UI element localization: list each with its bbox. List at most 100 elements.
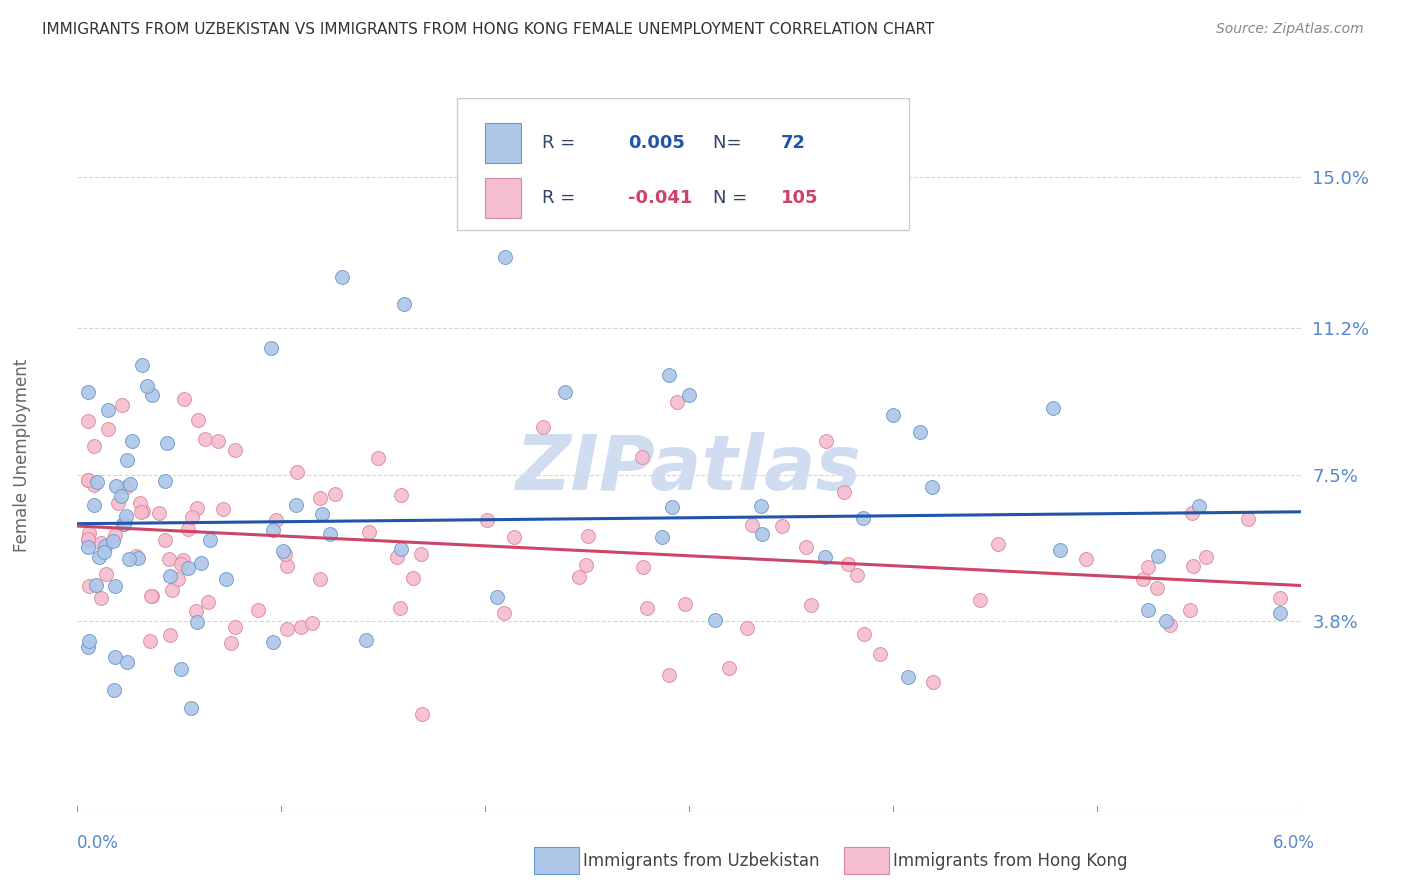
Point <box>194 433 217 447</box>
Point <box>311 507 333 521</box>
Point <box>357 524 380 539</box>
Point <box>111 516 134 531</box>
Point <box>285 465 308 479</box>
Point <box>162 583 184 598</box>
Point <box>276 558 298 573</box>
Point <box>156 436 179 450</box>
Point <box>155 533 177 547</box>
Point <box>402 571 425 585</box>
Point <box>84 578 107 592</box>
Point <box>1049 543 1071 558</box>
Point <box>197 595 219 609</box>
Point <box>170 662 193 676</box>
Point <box>751 526 773 541</box>
Point <box>211 501 233 516</box>
Point <box>301 615 323 630</box>
Point <box>224 442 246 457</box>
Point <box>332 269 354 284</box>
Point <box>897 670 920 684</box>
Point <box>703 613 725 627</box>
Point <box>77 525 100 540</box>
Point <box>922 675 945 690</box>
Point <box>908 425 931 439</box>
Point <box>290 620 312 634</box>
Point <box>658 368 681 382</box>
Point <box>987 537 1010 551</box>
Point <box>87 549 110 564</box>
Point <box>392 297 415 311</box>
Point <box>1137 602 1160 616</box>
Point <box>837 558 859 572</box>
Point <box>274 547 297 561</box>
Point <box>176 561 198 575</box>
Point <box>115 452 138 467</box>
Point <box>128 496 150 510</box>
Point <box>135 379 157 393</box>
Point <box>494 606 516 620</box>
Point <box>576 529 599 543</box>
Point <box>90 536 112 550</box>
Point <box>323 486 346 500</box>
Point <box>105 479 128 493</box>
Point <box>76 473 98 487</box>
Point <box>411 707 433 722</box>
Point <box>107 496 129 510</box>
Point <box>184 604 207 618</box>
Point <box>129 505 152 519</box>
Point <box>319 527 342 541</box>
Point <box>882 409 904 423</box>
Point <box>77 579 100 593</box>
Point <box>190 556 212 570</box>
Point <box>262 523 284 537</box>
Point <box>411 547 433 561</box>
Point <box>1076 551 1098 566</box>
Point <box>215 572 238 586</box>
Point <box>104 650 127 665</box>
Point <box>276 622 298 636</box>
Text: Source: ZipAtlas.com: Source: ZipAtlas.com <box>1216 22 1364 37</box>
Point <box>90 591 112 605</box>
Point <box>651 530 673 544</box>
Point <box>125 549 148 563</box>
Point <box>96 566 118 581</box>
Point <box>141 388 163 402</box>
Point <box>76 414 98 428</box>
Point <box>148 506 170 520</box>
Point <box>475 513 498 527</box>
Point <box>173 392 195 406</box>
Point <box>207 434 229 448</box>
Point <box>678 388 700 402</box>
Point <box>83 498 105 512</box>
Point <box>97 403 120 417</box>
Text: Female Unemployment: Female Unemployment <box>13 359 31 551</box>
Point <box>921 479 943 493</box>
Point <box>815 434 838 448</box>
Point <box>845 567 868 582</box>
Point <box>247 603 270 617</box>
Point <box>118 552 141 566</box>
Point <box>1146 581 1168 595</box>
Point <box>104 579 127 593</box>
Point <box>770 518 793 533</box>
Text: 0.005: 0.005 <box>628 134 685 152</box>
Point <box>814 549 837 564</box>
FancyBboxPatch shape <box>485 178 522 218</box>
Point <box>852 627 875 641</box>
Point <box>219 636 242 650</box>
Text: -0.041: -0.041 <box>628 189 692 207</box>
FancyBboxPatch shape <box>457 98 910 230</box>
Point <box>76 385 98 400</box>
Point <box>568 570 591 584</box>
Point <box>741 517 763 532</box>
Point <box>485 590 508 604</box>
Point <box>262 634 284 648</box>
Point <box>186 615 208 629</box>
Point <box>76 640 98 655</box>
Point <box>800 598 823 612</box>
Point <box>121 434 143 449</box>
Point <box>852 511 875 525</box>
Text: 0.0%: 0.0% <box>77 834 120 852</box>
Point <box>157 552 180 566</box>
Point <box>869 647 891 661</box>
Point <box>76 532 98 546</box>
